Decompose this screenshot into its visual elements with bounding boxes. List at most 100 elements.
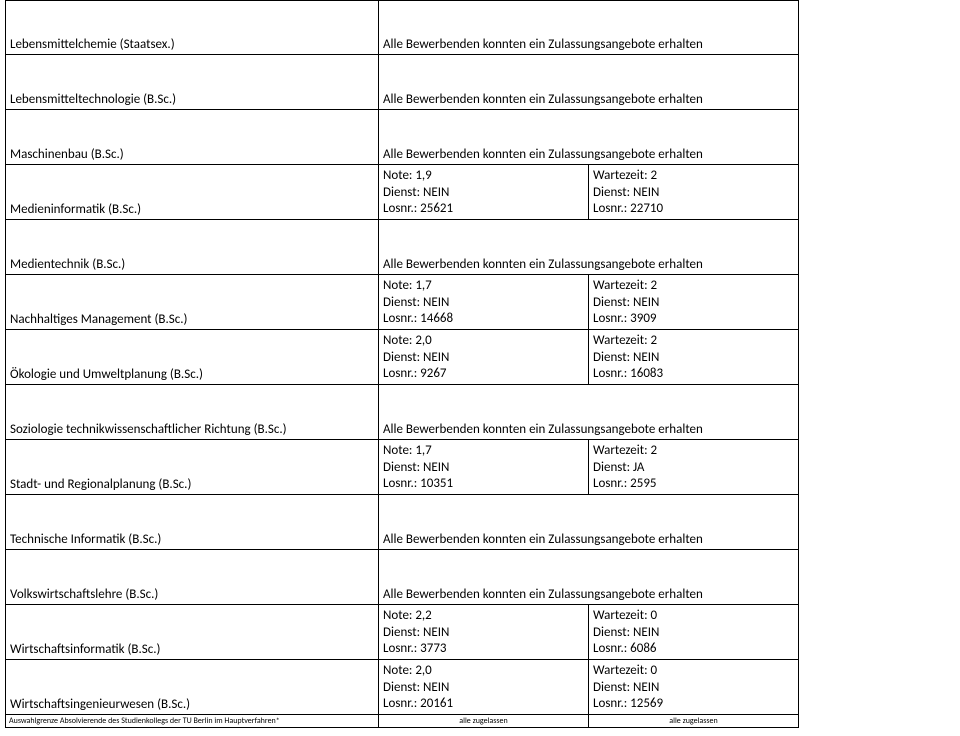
note-cell: Note: 1,7Dienst: NEINLosnr.: 10351 <box>379 440 589 494</box>
status-text: Alle Bewerbenden konnten ein Zulassungsa… <box>383 422 703 437</box>
note-cell: Note: 2,0Dienst: NEINLosnr.: 9267 <box>379 330 589 384</box>
dienst-line: Dienst: JA <box>593 460 794 476</box>
wartezeit-cell: Wartezeit: 0Dienst: NEINLosnr.: 6086 <box>589 605 799 659</box>
program-cell: Stadt- und Regionalplanung (B.Sc.) <box>5 440 379 494</box>
program-name: Lebensmittelchemie (Staatsex.) <box>10 37 175 52</box>
status-text: Alle Bewerbenden konnten ein Zulassungsa… <box>383 147 703 162</box>
program-name: Maschinenbau (B.Sc.) <box>10 147 124 162</box>
dienst-line: Dienst: NEIN <box>383 185 584 201</box>
footer-col2: alle zugelassen <box>379 715 589 727</box>
wartezeit-cell: Wartezeit: 2Dienst: NEINLosnr.: 22710 <box>589 165 799 219</box>
status-cell: Alle Bewerbenden konnten ein Zulassungsa… <box>379 220 799 274</box>
table-row: Maschinenbau (B.Sc.) Alle Bewerbenden kon… <box>5 110 799 165</box>
dienst-line: Dienst: NEIN <box>383 350 584 366</box>
table-row: Wirtschaftsinformatik (B.Sc.)Note: 2,2Di… <box>5 605 799 660</box>
losnr-line: Losnr.: 2595 <box>593 476 794 492</box>
note-line: Note: 2,0 <box>383 333 584 349</box>
table-row: Volkswirtschaftslehre (B.Sc.) Alle Bewerb… <box>5 550 799 605</box>
dienst-line: Dienst: NEIN <box>593 680 794 696</box>
footer-col3: alle zugelassen <box>589 715 799 727</box>
program-cell: Nachhaltiges Management (B.Sc.) <box>5 275 379 329</box>
table-row: Nachhaltiges Management (B.Sc.) Note: 1,7… <box>5 275 799 330</box>
wartezeit-cell: Wartezeit: 0Dienst: NEINLosnr.: 12569 <box>589 660 799 714</box>
wartezeit-line: Wartezeit: 0 <box>593 608 794 624</box>
wartezeit-line: Wartezeit: 2 <box>593 168 794 184</box>
wartezeit-cell: Wartezeit: 2Dienst: JALosnr.: 2595 <box>589 440 799 494</box>
table-row: Ökologie und Umweltplanung (B.Sc.) Note: … <box>5 330 799 385</box>
program-name: Nachhaltiges Management (B.Sc.) <box>10 312 187 327</box>
dienst-line: Dienst: NEIN <box>593 295 794 311</box>
note-line: Note: 1,9 <box>383 168 584 184</box>
note-cell: Note: 2,0Dienst: NEINLosnr.: 20161 <box>379 660 589 714</box>
table-row: Medientechnik (B.Sc.) Alle Bewerbenden ko… <box>5 220 799 275</box>
note-line: Note: 1,7 <box>383 278 584 294</box>
table-row: Medieninformatik (B.Sc.)Note: 1,9Dienst:… <box>5 165 799 220</box>
losnr-line: Losnr.: 16083 <box>593 366 794 382</box>
losnr-line: Losnr.: 3773 <box>383 641 584 657</box>
program-cell: Lebensmitteltechnologie (B.Sc.) <box>5 55 379 109</box>
note-line: Note: 2,2 <box>383 608 584 624</box>
footer-row: Auswahlgrenze Absolvierende des Studienk… <box>5 715 799 728</box>
losnr-line: Losnr.: 20161 <box>383 696 584 712</box>
program-cell: Technische Informatik (B.Sc.) <box>5 495 379 549</box>
program-name: Technische Informatik (B.Sc.) <box>10 532 161 547</box>
dienst-line: Dienst: NEIN <box>593 350 794 366</box>
program-cell: Medientechnik (B.Sc.) <box>5 220 379 274</box>
program-name: Medientechnik (B.Sc.) <box>10 257 125 272</box>
wartezeit-line: Wartezeit: 2 <box>593 278 794 294</box>
wartezeit-line: Wartezeit: 2 <box>593 443 794 459</box>
program-name: Wirtschaftsinformatik (B.Sc.) <box>10 642 160 657</box>
status-cell: Alle Bewerbenden konnten ein Zulassungsa… <box>379 110 799 164</box>
dienst-line: Dienst: NEIN <box>593 185 794 201</box>
admissions-table: Lebensmittelchemie (Staatsex.) Alle Bewer… <box>5 0 799 715</box>
status-cell: Alle Bewerbenden konnten ein Zulassungsa… <box>379 495 799 549</box>
wartezeit-cell: Wartezeit: 2Dienst: NEINLosnr.: 3909 <box>589 275 799 329</box>
program-cell: Medieninformatik (B.Sc.) <box>5 165 379 219</box>
note-cell: Note: 1,7Dienst: NEINLosnr.: 14668 <box>379 275 589 329</box>
table-row: Soziologie technikwissenschaftlicher Ric… <box>5 385 799 440</box>
dienst-line: Dienst: NEIN <box>593 625 794 641</box>
losnr-line: Losnr.: 3909 <box>593 311 794 327</box>
program-cell: Soziologie technikwissenschaftlicher Ric… <box>5 385 379 439</box>
program-name: Lebensmitteltechnologie (B.Sc.) <box>10 92 176 107</box>
losnr-line: Losnr.: 10351 <box>383 476 584 492</box>
losnr-line: Losnr.: 12569 <box>593 696 794 712</box>
program-name: Stadt- und Regionalplanung (B.Sc.) <box>10 477 191 492</box>
program-name: Ökologie und Umweltplanung (B.Sc.) <box>10 367 203 382</box>
program-name: Wirtschaftsingenieurwesen (B.Sc.) <box>10 697 190 712</box>
wartezeit-line: Wartezeit: 0 <box>593 663 794 679</box>
program-cell: Lebensmittelchemie (Staatsex.) <box>5 1 379 54</box>
table-row: Stadt- und Regionalplanung (B.Sc.) Note: … <box>5 440 799 495</box>
program-name: Soziologie technikwissenschaftlicher Ric… <box>10 422 287 437</box>
status-cell: Alle Bewerbenden konnten ein Zulassungsa… <box>379 385 799 439</box>
status-text: Alle Bewerbenden konnten ein Zulassungsa… <box>383 92 703 107</box>
note-cell: Note: 2,2Dienst: NEINLosnr.: 3773 <box>379 605 589 659</box>
status-cell: Alle Bewerbenden konnten ein Zulassungsa… <box>379 55 799 109</box>
program-cell: Ökologie und Umweltplanung (B.Sc.) <box>5 330 379 384</box>
program-cell: Wirtschaftsingenieurwesen (B.Sc.) <box>5 660 379 714</box>
dienst-line: Dienst: NEIN <box>383 625 584 641</box>
program-name: Medieninformatik (B.Sc.) <box>10 202 141 217</box>
note-cell: Note: 1,9Dienst: NEINLosnr.: 25621 <box>379 165 589 219</box>
program-cell: Wirtschaftsinformatik (B.Sc.) <box>5 605 379 659</box>
footer-label: Auswahlgrenze Absolvierende des Studienk… <box>5 715 379 727</box>
program-name: Volkswirtschaftslehre (B.Sc.) <box>10 587 158 602</box>
note-line: Note: 1,7 <box>383 443 584 459</box>
status-text: Alle Bewerbenden konnten ein Zulassungsa… <box>383 37 703 52</box>
note-line: Note: 2,0 <box>383 663 584 679</box>
dienst-line: Dienst: NEIN <box>383 680 584 696</box>
dienst-line: Dienst: NEIN <box>383 295 584 311</box>
table-row: Wirtschaftsingenieurwesen (B.Sc.) Note: 2… <box>5 660 799 715</box>
table-row: Lebensmitteltechnologie (B.Sc.) Alle Bewe… <box>5 55 799 110</box>
losnr-line: Losnr.: 22710 <box>593 201 794 217</box>
losnr-line: Losnr.: 6086 <box>593 641 794 657</box>
losnr-line: Losnr.: 14668 <box>383 311 584 327</box>
table-row: Lebensmittelchemie (Staatsex.) Alle Bewer… <box>5 0 799 55</box>
status-cell: Alle Bewerbenden konnten ein Zulassungsa… <box>379 550 799 604</box>
table-row: Technische Informatik (B.Sc.) Alle Bewerb… <box>5 495 799 550</box>
program-cell: Volkswirtschaftslehre (B.Sc.) <box>5 550 379 604</box>
program-cell: Maschinenbau (B.Sc.) <box>5 110 379 164</box>
status-text: Alle Bewerbenden konnten ein Zulassungsa… <box>383 587 703 602</box>
wartezeit-line: Wartezeit: 2 <box>593 333 794 349</box>
status-text: Alle Bewerbenden konnten ein Zulassungsa… <box>383 532 703 547</box>
